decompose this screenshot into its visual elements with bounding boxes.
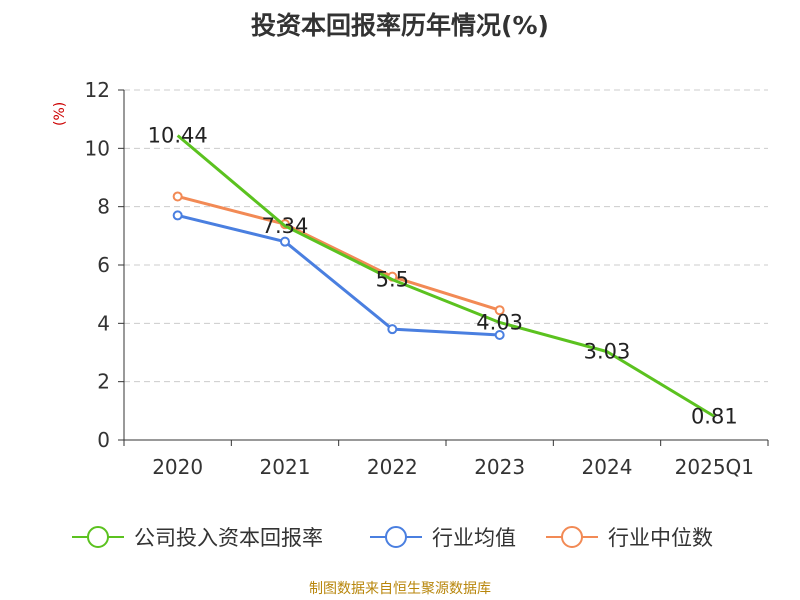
y-tick-label: 8 — [97, 195, 110, 219]
data-label: 7.34 — [262, 214, 309, 238]
series-line — [176, 134, 716, 418]
legend-label: 行业均值 — [432, 526, 516, 550]
data-label: 3.03 — [584, 340, 631, 364]
y-tick-label: 6 — [97, 253, 110, 277]
y-tick-label: 4 — [97, 311, 110, 335]
chart-title: 投资本回报率历年情况(%) — [251, 11, 549, 40]
data-label: 10.44 — [148, 124, 208, 148]
series-point — [172, 210, 183, 221]
legend-marker — [385, 526, 407, 548]
data-label: 4.03 — [476, 310, 523, 334]
x-tick-label: 2021 — [260, 455, 311, 479]
series-line — [177, 213, 500, 337]
x-tick-label: 2024 — [582, 455, 633, 479]
legend-marker — [87, 526, 109, 548]
series-point — [172, 191, 183, 202]
legend-label: 公司投入资本回报率 — [134, 526, 323, 550]
legend-label: 行业中位数 — [608, 526, 713, 550]
x-tick-label: 2025Q1 — [675, 455, 754, 479]
series-point — [494, 305, 505, 316]
series-line — [177, 195, 501, 312]
x-tick-label: 2023 — [474, 455, 525, 479]
y-tick-label: 0 — [97, 428, 110, 452]
data-label: 5.5 — [376, 268, 409, 292]
series-point — [280, 236, 290, 247]
data-label: 0.81 — [691, 404, 738, 428]
series-point — [387, 324, 398, 335]
y-tick-label: 2 — [97, 370, 110, 394]
legend-marker — [561, 526, 583, 548]
y-tick-label: 12 — [85, 78, 110, 102]
series-point — [494, 330, 505, 340]
x-tick-label: 2020 — [152, 455, 203, 479]
source-note: 制图数据来自恒生聚源数据库 — [309, 581, 491, 597]
y-tick-label: 10 — [85, 136, 110, 160]
x-tick-label: 2022 — [367, 455, 418, 479]
